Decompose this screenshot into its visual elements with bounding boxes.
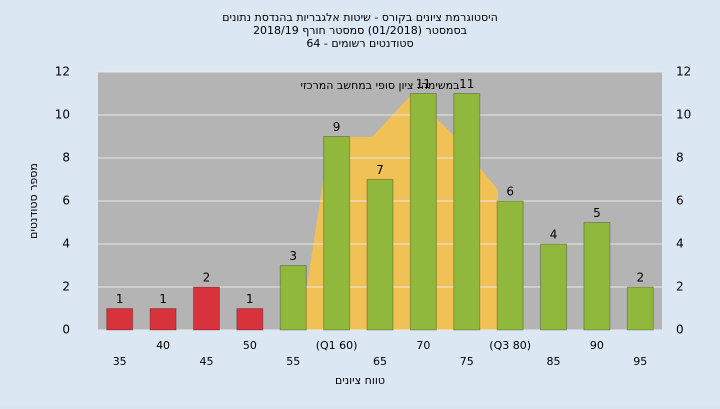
annotation: במשימה: ציון סופי במחשב המרכזי [300, 79, 459, 92]
y2-tick-label: 8 [676, 151, 684, 165]
x-tick-label: 55 [286, 355, 300, 368]
y-tick-label: 2 [62, 280, 70, 294]
value-label: 6 [506, 185, 514, 199]
x-tick-label: 45 [199, 355, 213, 368]
bar [149, 308, 177, 331]
value-label: 2 [203, 271, 211, 285]
y-tick-label: 10 [55, 108, 70, 122]
y-tick-label: 4 [62, 237, 70, 251]
y-tick-label: 6 [62, 194, 70, 208]
x-tick-label: 75 [460, 355, 474, 368]
bar [626, 286, 654, 331]
x-tick-label: 95 [633, 355, 647, 368]
title: היסטוגרמת ציונים בקורס - שיטות אלגבריות … [222, 11, 498, 24]
y-axis-label: מספר סטודנטים [27, 163, 40, 239]
bar [366, 179, 394, 331]
bar [279, 265, 307, 331]
value-label: 3 [289, 249, 297, 263]
value-label: 9 [333, 120, 341, 134]
x-tick-label: 90 [590, 339, 604, 352]
y2-tick-label: 2 [676, 280, 684, 294]
x-tick-label: 65 [373, 355, 387, 368]
x-tick-label: (Q1 60) [316, 339, 358, 352]
y2-tick-label: 0 [676, 323, 684, 337]
bar [409, 93, 437, 331]
y2-tick-label: 4 [676, 237, 684, 251]
bar [323, 136, 351, 331]
x-tick-label: (Q3 80) [489, 339, 531, 352]
x-tick-label: 70 [416, 339, 430, 352]
x-tick-label: 50 [243, 339, 257, 352]
value-label: 5 [593, 206, 601, 220]
y2-tick-label: 6 [676, 194, 684, 208]
value-label: 1 [116, 292, 124, 306]
value-label: 1 [159, 292, 167, 306]
bar [496, 200, 524, 331]
y-tick-label: 0 [62, 323, 70, 337]
bar [236, 308, 264, 331]
x-tick-label: 35 [113, 355, 127, 368]
bar [106, 308, 134, 331]
subtitle: בסמסטר (01/2018) סמסטר חורף 2018/19 [253, 24, 467, 37]
x-axis-label: טווח ציונים [335, 374, 385, 387]
value-label: 7 [376, 163, 384, 177]
x-tick-label: 40 [156, 339, 170, 352]
value-label: 11 [459, 77, 474, 91]
bar [583, 222, 611, 331]
x-tick-label: 85 [547, 355, 561, 368]
value-label: 11 [416, 77, 431, 91]
note: סטודנטים רשומים - 64 [306, 37, 413, 50]
bar [453, 93, 481, 331]
value-label: 4 [550, 228, 558, 242]
y-tick-label: 12 [55, 65, 70, 79]
y2-tick-label: 10 [676, 108, 691, 122]
y-tick-label: 8 [62, 151, 70, 165]
bar [192, 286, 220, 331]
y2-tick-label: 12 [676, 65, 691, 79]
value-label: 2 [636, 271, 644, 285]
value-label: 1 [246, 292, 254, 306]
bar [540, 243, 568, 331]
